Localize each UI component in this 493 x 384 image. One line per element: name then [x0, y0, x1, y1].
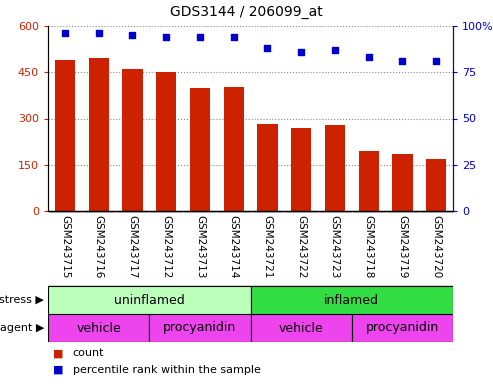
Point: [230, 34, 238, 40]
Text: GSM243714: GSM243714: [229, 215, 239, 278]
Text: stress ▶: stress ▶: [0, 295, 44, 305]
Bar: [257, 124, 278, 211]
Bar: [358, 151, 379, 211]
Point: [297, 49, 305, 55]
Text: GSM243721: GSM243721: [262, 215, 272, 278]
Text: agent ▶: agent ▶: [0, 323, 44, 333]
Bar: [223, 87, 244, 211]
Text: GSM243715: GSM243715: [60, 215, 70, 278]
Text: GSM243712: GSM243712: [161, 215, 171, 278]
Bar: [122, 69, 142, 211]
Text: procyanidin: procyanidin: [366, 321, 439, 334]
Bar: [190, 88, 210, 211]
Text: ■: ■: [53, 348, 64, 358]
Point: [162, 34, 170, 40]
Bar: [48, 286, 250, 314]
Text: uninflamed: uninflamed: [114, 293, 184, 306]
Text: GSM243720: GSM243720: [431, 215, 441, 278]
Text: vehicle: vehicle: [76, 321, 121, 334]
Text: GSM243719: GSM243719: [397, 215, 407, 278]
Point: [331, 47, 339, 53]
Bar: [291, 128, 311, 211]
Text: percentile rank within the sample: percentile rank within the sample: [72, 365, 260, 375]
Point: [196, 34, 204, 40]
Bar: [426, 159, 446, 211]
Bar: [156, 72, 176, 211]
Bar: [392, 154, 413, 211]
Bar: [250, 286, 453, 314]
Point: [61, 30, 69, 36]
Text: GSM243718: GSM243718: [364, 215, 374, 278]
Text: inflamed: inflamed: [324, 293, 379, 306]
Text: count: count: [72, 348, 104, 358]
Bar: [48, 314, 149, 342]
Text: procyanidin: procyanidin: [163, 321, 237, 334]
Point: [365, 55, 373, 61]
Bar: [352, 314, 453, 342]
Text: vehicle: vehicle: [279, 321, 323, 334]
Bar: [250, 314, 352, 342]
Text: GSM243716: GSM243716: [94, 215, 104, 278]
Bar: [149, 314, 250, 342]
Bar: [89, 58, 109, 211]
Text: ■: ■: [53, 365, 64, 375]
Bar: [325, 125, 345, 211]
Point: [432, 58, 440, 64]
Point: [398, 58, 406, 64]
Point: [263, 45, 271, 51]
Text: GDS3144 / 206099_at: GDS3144 / 206099_at: [170, 5, 323, 19]
Bar: [55, 60, 75, 211]
Point: [129, 32, 137, 38]
Text: GSM243723: GSM243723: [330, 215, 340, 278]
Text: GSM243722: GSM243722: [296, 215, 306, 278]
Text: GSM243717: GSM243717: [127, 215, 138, 278]
Text: GSM243713: GSM243713: [195, 215, 205, 278]
Point: [95, 30, 103, 36]
